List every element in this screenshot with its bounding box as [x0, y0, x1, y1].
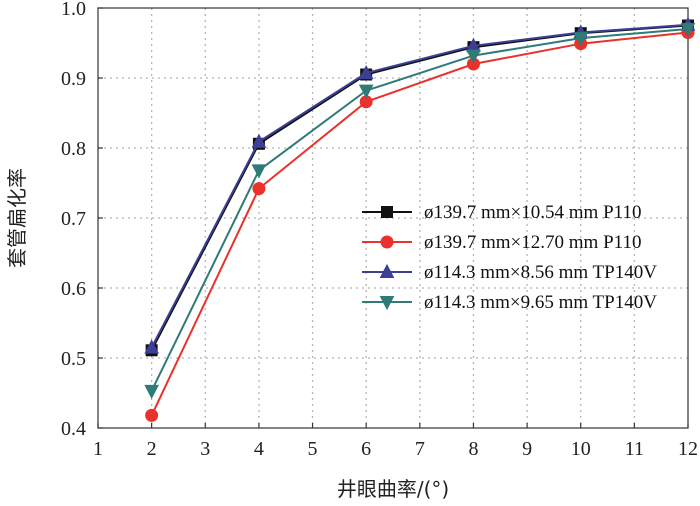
series-3-point [251, 133, 267, 148]
legend-label-1: ø139.7 mm×10.54 mm P110 [424, 202, 641, 223]
x-tick-label: 10 [571, 438, 591, 460]
y-axis-title: 套管扁化率 [5, 168, 29, 268]
legend-label-2: ø139.7 mm×12.70 mm P110 [424, 232, 641, 253]
series-2-point [252, 182, 266, 196]
y-tick-label: 1.0 [61, 0, 86, 20]
series-4-point [573, 32, 589, 47]
x-tick-label: 1 [93, 438, 103, 460]
series-line-4 [150, 28, 689, 392]
axes-layer: 1 2 3 4 5 6 7 8 9 10 11 120.40.50.60.70.80.91.0 [61, 0, 698, 460]
legend-label-4: ø114.3 mm×9.65 mm TP140V [424, 292, 657, 313]
series-4-point [144, 384, 159, 399]
series-4-point [251, 164, 267, 179]
series-4-point [680, 23, 696, 38]
y-tick-label: 0.9 [61, 68, 86, 90]
legend: ø139.7 mm×10.54 mm P110 ø139.7 mm×12.70 m… [362, 202, 657, 313]
series-line-3 [150, 23, 689, 348]
y-tick-label: 0.8 [61, 138, 86, 160]
x-tick-label: 6 [361, 438, 371, 460]
x-tick-label: 5 [308, 438, 318, 460]
series-3-point [144, 339, 159, 354]
x-tick-label: 7 [415, 438, 425, 460]
x-tick-label: 8 [468, 438, 478, 460]
legend-marker-1 [381, 206, 393, 218]
series-4-point [358, 84, 374, 99]
legend-label-3: ø114.3 mm×8.56 mm TP140V [424, 262, 657, 283]
x-tick-label: 4 [254, 438, 264, 460]
y-tick-label: 0.5 [61, 348, 86, 370]
x-axis-title: 井眼曲率/(°) [337, 477, 449, 501]
series-layer [144, 16, 696, 422]
series-2-point [145, 408, 159, 422]
y-tick-label: 0.6 [61, 278, 86, 300]
x-tick-label: 9 [522, 438, 532, 460]
grid-layer [98, 8, 688, 428]
x-tick-label: 11 [625, 438, 644, 460]
x-tick-label: 12 [678, 438, 698, 460]
y-tick-label: 0.4 [61, 418, 86, 440]
series-4-point [466, 49, 481, 64]
series-3-point [358, 65, 374, 80]
legend-marker-2 [380, 235, 394, 249]
series-line-2 [150, 31, 689, 416]
y-tick-label: 0.7 [61, 208, 86, 230]
legend-marker-3 [379, 263, 395, 278]
x-tick-label: 2 [147, 438, 157, 460]
legend-marker-4 [379, 296, 395, 311]
x-tick-label: 3 [200, 438, 210, 460]
